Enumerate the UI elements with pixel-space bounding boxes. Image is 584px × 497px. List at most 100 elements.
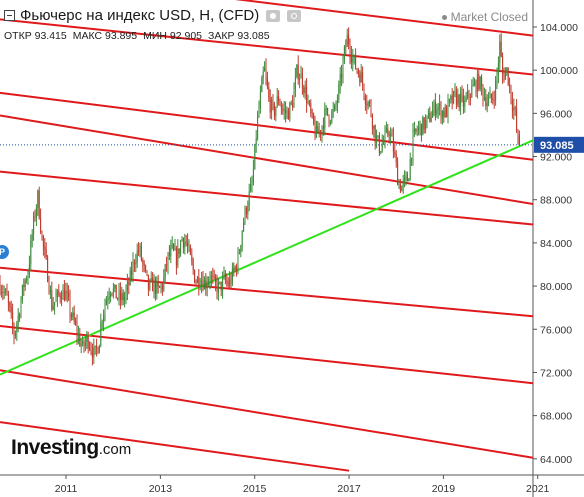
candle-body xyxy=(196,277,198,284)
candle-body xyxy=(69,296,71,315)
candle-body xyxy=(489,93,491,99)
y-tick-label: 64.000 xyxy=(540,454,572,466)
candle-body xyxy=(210,275,212,280)
candle-body xyxy=(265,67,267,78)
x-tick-label: 2017 xyxy=(337,483,361,495)
plot-area xyxy=(0,0,533,472)
candle-body xyxy=(191,254,193,262)
candle-body xyxy=(187,242,189,247)
logo-name: Investing xyxy=(11,436,99,459)
candle-body xyxy=(154,279,156,294)
candle-body xyxy=(215,277,217,283)
candle-body xyxy=(93,347,95,358)
candle-body xyxy=(68,292,70,297)
candle-body xyxy=(226,280,228,282)
red-trendline xyxy=(0,170,533,226)
candle-body xyxy=(286,110,288,114)
candle-body xyxy=(430,117,432,122)
candle-body xyxy=(408,178,410,182)
candle-body xyxy=(423,117,425,130)
candle-body xyxy=(380,151,382,153)
candle-body xyxy=(79,334,81,346)
candle-body xyxy=(363,84,365,97)
candle-body xyxy=(37,190,39,208)
candle-body xyxy=(345,46,347,48)
candle-body xyxy=(13,325,15,337)
candle-body xyxy=(356,68,358,71)
candle-body xyxy=(271,99,273,113)
candle-body xyxy=(422,117,424,136)
candle-body xyxy=(371,115,373,129)
candle-body xyxy=(412,131,414,158)
red-trendline xyxy=(0,369,533,459)
candle-body xyxy=(306,87,308,104)
y-tick-label: 68.000 xyxy=(540,411,572,423)
logo-domain: .com xyxy=(98,441,132,458)
red-trendline xyxy=(0,18,533,76)
candle-body xyxy=(63,288,65,301)
candle-body xyxy=(278,96,280,102)
candle-body xyxy=(23,284,25,288)
candle-body xyxy=(167,252,169,266)
candle-body xyxy=(458,94,460,108)
candle-body xyxy=(269,97,271,113)
candle-body xyxy=(146,270,148,275)
candle-body xyxy=(478,74,480,90)
candle-body xyxy=(49,290,51,293)
candle-body xyxy=(349,43,351,56)
candle-body xyxy=(203,280,205,290)
candle-body xyxy=(353,55,355,58)
candle-body xyxy=(140,245,142,260)
camera-icon[interactable] xyxy=(266,9,281,22)
candle-body xyxy=(339,74,341,85)
candle-body xyxy=(7,295,9,303)
x-tick-label: 2019 xyxy=(432,483,456,495)
candle-body xyxy=(369,102,371,103)
candle-body xyxy=(324,108,326,129)
candle-body xyxy=(460,93,462,108)
candle-body xyxy=(516,108,518,131)
collapse-icon[interactable] xyxy=(4,10,15,21)
candle-body xyxy=(394,151,396,154)
ohlc-open: ОТКР 93.415 xyxy=(4,30,67,42)
candle-body xyxy=(28,264,30,274)
candle-body xyxy=(304,87,306,94)
gear-icon[interactable] xyxy=(287,9,302,22)
candle-body xyxy=(47,257,49,282)
red-trendline xyxy=(234,0,533,37)
investing-logo: Investing.com xyxy=(11,436,131,460)
candle-body xyxy=(318,130,320,134)
candle-body xyxy=(517,130,519,136)
candle-body xyxy=(436,109,438,115)
candle-body xyxy=(3,292,5,293)
candle-body xyxy=(327,107,329,115)
candle-body xyxy=(398,183,400,186)
candle-body xyxy=(313,113,315,124)
candle-body xyxy=(133,261,135,265)
candle-body xyxy=(299,78,301,81)
candle-body xyxy=(303,87,305,94)
candle-body xyxy=(314,123,316,137)
candle-body xyxy=(110,293,112,297)
candle-body xyxy=(55,297,57,302)
candle-body xyxy=(395,153,397,163)
candle-body xyxy=(136,250,138,263)
candle-body xyxy=(220,281,222,291)
candle-body xyxy=(502,56,504,75)
candle-body xyxy=(325,107,327,109)
candle-body xyxy=(338,84,340,100)
candle-body xyxy=(132,261,134,275)
candle-body xyxy=(495,81,497,101)
candle-body xyxy=(198,277,200,288)
candle-body xyxy=(290,102,292,104)
candle-body xyxy=(384,131,386,142)
candle-body xyxy=(103,313,105,322)
candle-body xyxy=(437,107,439,110)
y-tick-label: 100.000 xyxy=(540,65,578,77)
candle-body xyxy=(362,72,364,85)
candle-body xyxy=(486,102,488,107)
candle-body xyxy=(411,157,413,160)
event-marker[interactable]: P xyxy=(0,245,9,259)
candle-body xyxy=(483,97,485,99)
